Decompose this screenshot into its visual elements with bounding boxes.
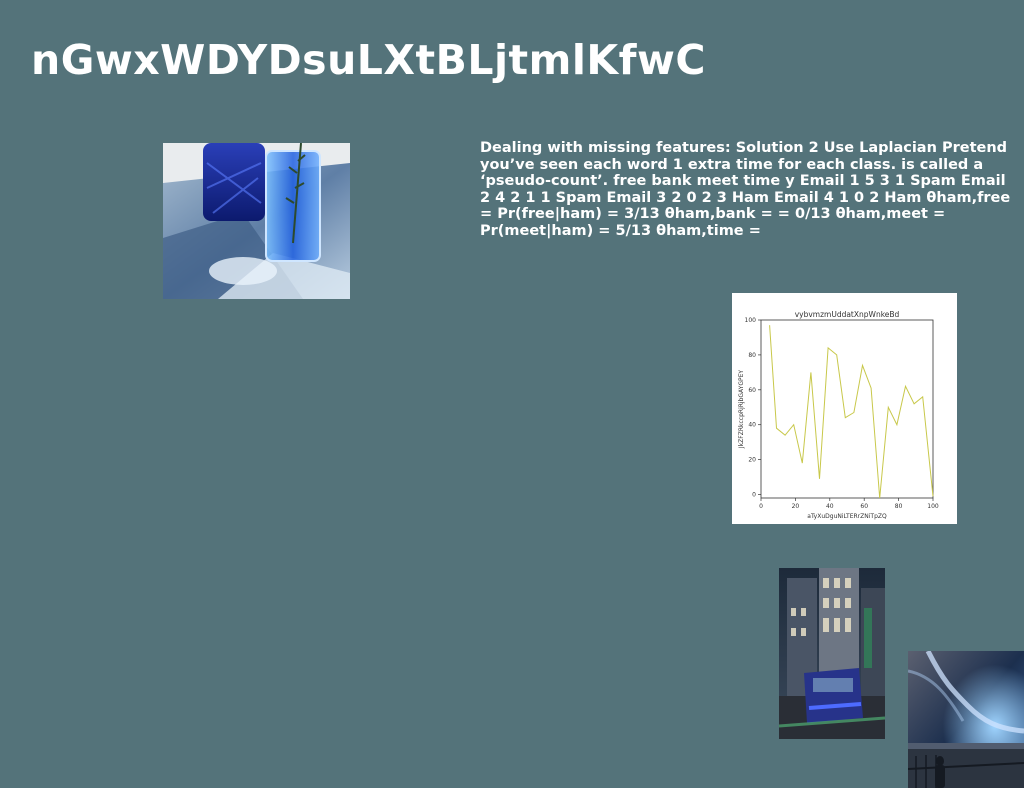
chart-y-axis-label: JkZFZRkccpRjRjbGAYGPEY [738,370,745,449]
chart-series-line [769,325,934,499]
sky-photo [908,651,1024,788]
chart-x-tick-label: 20 [792,503,800,510]
chart-y-axis: 0 20 40 60 80 100 [745,317,761,499]
chart-plot-area [760,319,934,499]
slide-title: nGwxWDYDsuLXtBLjtmlKfwC [31,36,706,84]
street-photo [779,568,885,739]
chart-x-tick-label: 60 [860,503,868,510]
chart-x-axis: 0 20 40 60 80 100 [759,498,939,510]
chart-x-tick-label: 80 [895,503,903,510]
chart-title: vybvmzmUddatXnpWnkeBd [795,310,900,319]
chart-x-tick-label: 100 [927,503,939,510]
chart-x-tick-label: 0 [759,503,763,510]
slide-body-text: Dealing with missing features: Solution … [480,140,1011,239]
chart-y-tick-label: 40 [748,422,756,429]
chart-x-axis-label: aTyXuDguNiLTERrZNiTpZQ [807,513,887,520]
chart-frame [760,319,934,499]
line-chart: vybvmzmUddatXnpWnkeBd 0 20 40 60 80 100 0 20 40… [732,293,957,524]
chart-y-tick-label: 80 [748,352,756,359]
glasses-photo [163,143,350,299]
chart-y-tick-label: 0 [752,492,756,499]
chart-y-tick-label: 20 [748,457,756,464]
chart-y-tick-label: 60 [748,387,756,394]
chart-x-tick-label: 40 [826,503,834,510]
chart-y-tick-label: 100 [745,317,757,324]
